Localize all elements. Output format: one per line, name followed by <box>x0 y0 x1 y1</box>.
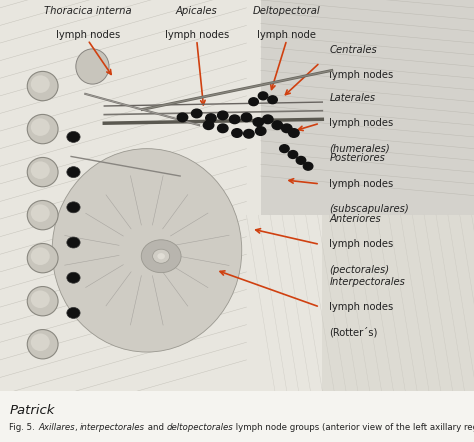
Circle shape <box>206 114 216 122</box>
Circle shape <box>296 156 306 164</box>
Text: (humerales): (humerales) <box>329 144 390 154</box>
Ellipse shape <box>27 157 58 187</box>
Circle shape <box>141 240 181 273</box>
Ellipse shape <box>27 286 58 316</box>
Ellipse shape <box>27 72 58 101</box>
Ellipse shape <box>31 204 50 222</box>
Text: interpectorales: interpectorales <box>80 423 145 432</box>
Circle shape <box>241 113 252 122</box>
Text: Patrick: Patrick <box>9 404 55 417</box>
Text: Deltopectoral: Deltopectoral <box>253 6 320 15</box>
Circle shape <box>191 109 202 118</box>
Ellipse shape <box>31 248 50 265</box>
Ellipse shape <box>31 290 50 308</box>
Bar <box>0 0 322 391</box>
Bar <box>261 0 474 215</box>
Text: Anteriores: Anteriores <box>329 214 381 224</box>
Circle shape <box>282 124 292 133</box>
Text: lymph nodes: lymph nodes <box>329 302 394 312</box>
Text: deltopectorales: deltopectorales <box>167 423 234 432</box>
Circle shape <box>255 127 266 135</box>
Text: (subscapulares): (subscapulares) <box>329 204 409 214</box>
Circle shape <box>280 145 289 152</box>
Text: lymph nodes: lymph nodes <box>329 179 394 189</box>
Circle shape <box>229 115 240 124</box>
Circle shape <box>289 129 299 137</box>
Ellipse shape <box>31 75 50 93</box>
Text: lymph nodes: lymph nodes <box>55 30 120 40</box>
Circle shape <box>218 124 228 133</box>
Text: lymph node groups (anterior view of the left axillary region).: lymph node groups (anterior view of the … <box>234 423 474 432</box>
Text: (Rotter´s): (Rotter´s) <box>329 327 378 338</box>
Circle shape <box>232 129 242 137</box>
Circle shape <box>272 121 283 130</box>
Text: lymph nodes: lymph nodes <box>164 30 229 40</box>
Text: Apicales: Apicales <box>176 6 218 15</box>
Circle shape <box>177 113 188 122</box>
Ellipse shape <box>27 244 58 273</box>
Text: Interpectorales: Interpectorales <box>329 277 405 287</box>
Ellipse shape <box>31 333 50 351</box>
Circle shape <box>249 98 258 106</box>
Circle shape <box>67 167 80 178</box>
Text: Posteriores: Posteriores <box>329 153 385 164</box>
Circle shape <box>153 249 170 263</box>
Circle shape <box>67 131 80 142</box>
Circle shape <box>203 121 214 130</box>
Circle shape <box>67 237 80 248</box>
Text: Fig. 5.: Fig. 5. <box>9 423 38 432</box>
Circle shape <box>67 202 80 213</box>
Ellipse shape <box>27 330 58 359</box>
Circle shape <box>244 130 254 138</box>
Ellipse shape <box>76 49 109 84</box>
Circle shape <box>258 92 268 100</box>
Circle shape <box>263 115 273 124</box>
Circle shape <box>288 151 298 158</box>
Circle shape <box>268 96 277 104</box>
Ellipse shape <box>27 114 58 144</box>
Ellipse shape <box>27 201 58 230</box>
Text: lymph nodes: lymph nodes <box>329 70 394 80</box>
Ellipse shape <box>31 161 50 179</box>
Circle shape <box>303 162 313 170</box>
Text: Axillares: Axillares <box>38 423 74 432</box>
Text: Laterales: Laterales <box>329 93 375 103</box>
Text: lymph node: lymph node <box>257 30 316 40</box>
Circle shape <box>253 118 264 126</box>
Text: (pectorales): (pectorales) <box>329 265 390 275</box>
Circle shape <box>218 111 228 120</box>
Circle shape <box>67 308 80 318</box>
Ellipse shape <box>31 118 50 136</box>
Circle shape <box>67 272 80 283</box>
Text: Centrales: Centrales <box>329 45 377 55</box>
Text: Thoracica interna: Thoracica interna <box>44 6 131 15</box>
Text: and: and <box>145 423 167 432</box>
Text: ,: , <box>74 423 80 432</box>
Circle shape <box>157 253 165 259</box>
Text: lymph nodes: lymph nodes <box>329 118 394 128</box>
Text: lymph nodes: lymph nodes <box>329 240 394 249</box>
Ellipse shape <box>52 149 242 352</box>
